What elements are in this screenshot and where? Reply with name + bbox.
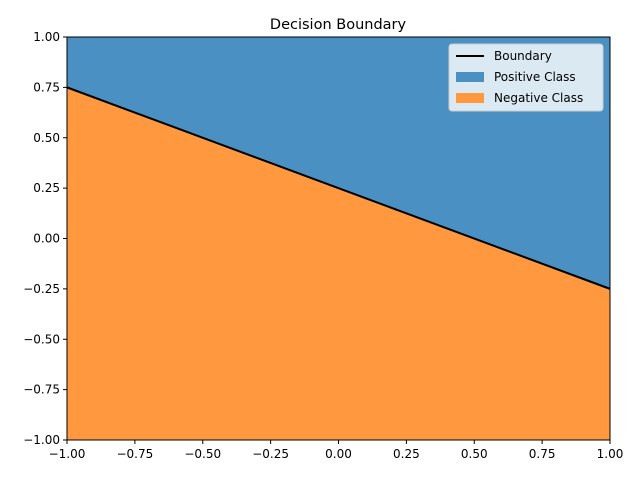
legend-swatch-negative-class (456, 93, 484, 103)
legend-label-positive-class: Positive Class (494, 70, 576, 84)
axes: −1.00 −0.75 −0.50 −0.25 0.00 0.25 0.50 0.75 1.00… (23, 30, 623, 461)
x-tick-label: −1.00 (49, 447, 86, 461)
x-tick-label: 1.00 (597, 447, 624, 461)
legend-label-negative-class: Negative Class (494, 91, 583, 105)
boundary-line (66, 86, 611, 290)
y-tick-label: −1.00 (23, 433, 60, 447)
negative-class-region (67, 87, 610, 440)
chart-title: Decision Boundary (270, 17, 407, 33)
y-tick-label: −0.75 (23, 383, 60, 397)
y-tick-label: 0.50 (33, 131, 60, 145)
y-tick-label: 0.75 (33, 80, 60, 94)
y-tick-label: −0.50 (23, 332, 60, 346)
legend: Boundary Positive Class Negative Class (448, 43, 604, 112)
x-tick-label: 0.00 (325, 447, 352, 461)
x-tick-label: −0.50 (184, 447, 221, 461)
y-tick-label: 0.25 (33, 181, 60, 195)
y-tick-label: −0.25 (23, 282, 60, 296)
x-tick-label: −0.75 (116, 447, 153, 461)
x-tick-label: 0.50 (461, 447, 488, 461)
legend-box (448, 43, 604, 112)
y-tick-label: 0.00 (33, 232, 60, 246)
legend-swatch-positive-class (456, 72, 484, 82)
x-tick-label: −0.25 (252, 447, 289, 461)
y-tick-label: 1.00 (33, 30, 60, 44)
legend-label-boundary: Boundary (494, 49, 552, 63)
x-tick-label: 0.25 (393, 447, 420, 461)
x-tick-label: 0.75 (529, 447, 556, 461)
